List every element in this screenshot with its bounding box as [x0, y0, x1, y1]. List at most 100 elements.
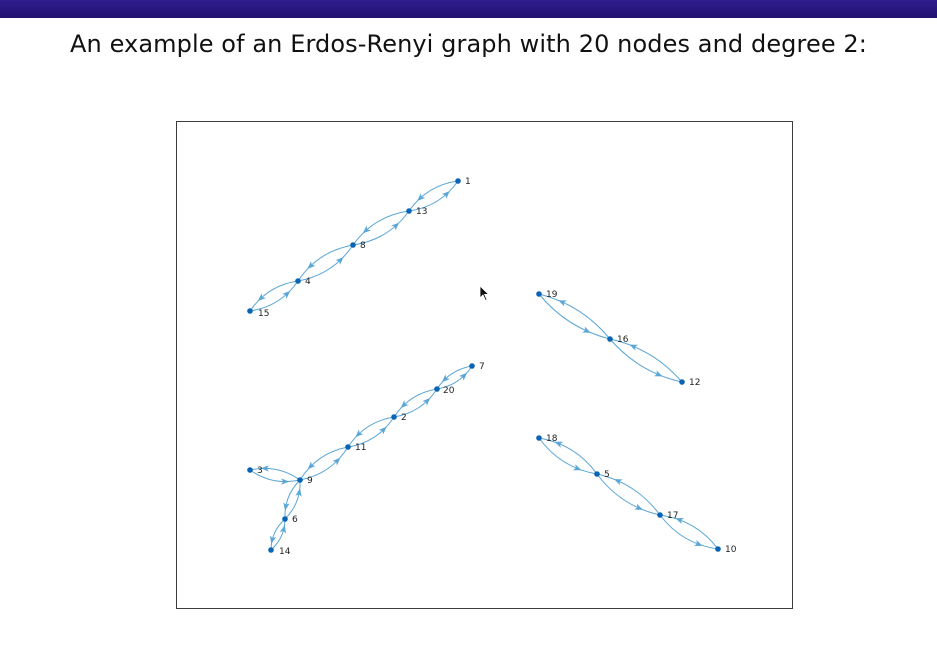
node-19: [536, 291, 542, 297]
edge-20-7: [436, 365, 473, 390]
edge-1-13: [408, 180, 459, 212]
edge-18-5: [538, 437, 598, 475]
edge-arrow-4-8: [335, 257, 344, 265]
node-20: [434, 386, 440, 392]
edge-20-2: [393, 388, 438, 418]
edge-arrow-17-5: [614, 479, 623, 486]
edge-5-17: [596, 473, 661, 516]
edge-arrow-7-20: [441, 374, 450, 383]
edge-arrow-1-13: [417, 193, 426, 201]
edge-arrow-9-3: [260, 465, 269, 472]
edge-11-9: [299, 446, 349, 481]
node-label-16: 16: [617, 335, 629, 345]
edge-6-9: [284, 479, 301, 520]
graph-plot: 1 13 8 4 15 19 16 12 7 20 2 11 9 3 6 14 18 5 17 10: [247, 177, 737, 557]
edge-arrow-13-8: [362, 225, 371, 234]
node-label-5: 5: [604, 470, 610, 480]
edge-9-6: [284, 479, 301, 520]
labels-layer: 1 13 8 4 15 19 16 12 7 20 2 11 9 3 6 14 18 5 17 10: [257, 177, 737, 557]
edge-19-16: [538, 293, 611, 340]
edge-8-13: [352, 210, 410, 246]
edge-3-9: [249, 469, 301, 483]
edge-arrow-16-12: [654, 370, 663, 377]
edge-15-4: [249, 280, 299, 312]
edge-2-11: [347, 416, 395, 448]
edge-arrow-20-2: [400, 400, 409, 409]
node-label-1: 1: [465, 177, 471, 187]
edge-arrow-6-14: [269, 535, 277, 544]
edge-arrow-11-2: [378, 426, 387, 435]
edges-layer: [249, 180, 719, 551]
edge-17-10: [659, 514, 719, 550]
node-label-17: 17: [667, 511, 678, 521]
node-label-4: 4: [305, 277, 311, 287]
edge-5-18: [538, 437, 598, 475]
node-label-19: 19: [546, 290, 558, 300]
slide-header-bar: [0, 0, 937, 18]
edge-arrow-2-11: [355, 429, 364, 438]
edge-9-11: [299, 446, 349, 481]
edge-arrow-11-9: [307, 461, 316, 470]
edge-arrow-9-6: [283, 502, 290, 511]
edge-arrow-13-1: [441, 191, 450, 199]
node-7: [469, 363, 475, 369]
node-8: [350, 242, 356, 248]
node-label-20: 20: [443, 386, 455, 396]
node-9: [297, 477, 303, 483]
node-label-15: 15: [258, 309, 269, 319]
edge-14-6: [270, 518, 286, 551]
edge-arrow-15-4: [282, 290, 291, 299]
node-label-18: 18: [546, 434, 558, 444]
edge-arrow-6-9: [295, 488, 302, 497]
edge-16-19: [538, 293, 611, 340]
mouse-pointer-icon: [479, 285, 490, 302]
edge-arrow-10-17: [675, 518, 684, 525]
edge-arrow-8-4: [307, 261, 316, 269]
node-label-14: 14: [279, 547, 291, 557]
node-label-2: 2: [401, 413, 407, 423]
edge-4-8: [297, 244, 354, 282]
node-16: [607, 336, 613, 342]
edge-arrow-19-16: [582, 326, 591, 333]
edge-arrow-9-11: [332, 457, 341, 466]
edge-4-15: [249, 280, 299, 312]
edge-10-17: [659, 514, 719, 550]
edge-7-20: [436, 365, 473, 390]
node-17: [657, 512, 663, 518]
edge-8-4: [297, 244, 354, 282]
edge-13-1: [408, 180, 459, 212]
slide-title: An example of an Erdos-Renyi graph with …: [70, 30, 867, 58]
node-10: [715, 546, 721, 552]
edge-11-2: [347, 416, 395, 448]
edge-arrow-8-13: [391, 222, 400, 231]
node-4: [295, 278, 301, 284]
edge-12-16: [609, 338, 683, 383]
node-5: [594, 471, 600, 477]
edge-17-5: [596, 473, 661, 516]
node-2: [391, 414, 397, 420]
node-6: [282, 516, 288, 522]
node-3: [247, 467, 253, 473]
node-label-11: 11: [355, 443, 366, 453]
edge-6-14: [270, 518, 286, 551]
node-label-9: 9: [307, 476, 313, 486]
node-15: [247, 308, 253, 314]
node-13: [406, 208, 412, 214]
node-18: [536, 435, 542, 441]
nodes-layer: [247, 178, 721, 553]
edge-arrow-18-5: [572, 464, 582, 471]
node-label-7: 7: [479, 362, 485, 372]
edge-2-20: [393, 388, 438, 418]
edge-arrow-2-20: [422, 397, 431, 406]
node-label-12: 12: [689, 378, 700, 388]
edge-arrow-14-6: [279, 525, 287, 534]
node-label-8: 8: [360, 241, 366, 251]
edge-arrow-5-18: [554, 441, 564, 448]
node-label-13: 13: [416, 207, 427, 217]
edge-arrow-12-16: [629, 344, 638, 351]
edge-arrow-3-9: [281, 478, 290, 485]
graph-figure: 1 13 8 4 15 19 16 12 7 20 2 11 9 3 6 14 18 5 17 10: [176, 121, 793, 609]
edge-arrow-4-15: [257, 293, 266, 302]
node-label-3: 3: [257, 466, 263, 476]
node-12: [679, 379, 685, 385]
